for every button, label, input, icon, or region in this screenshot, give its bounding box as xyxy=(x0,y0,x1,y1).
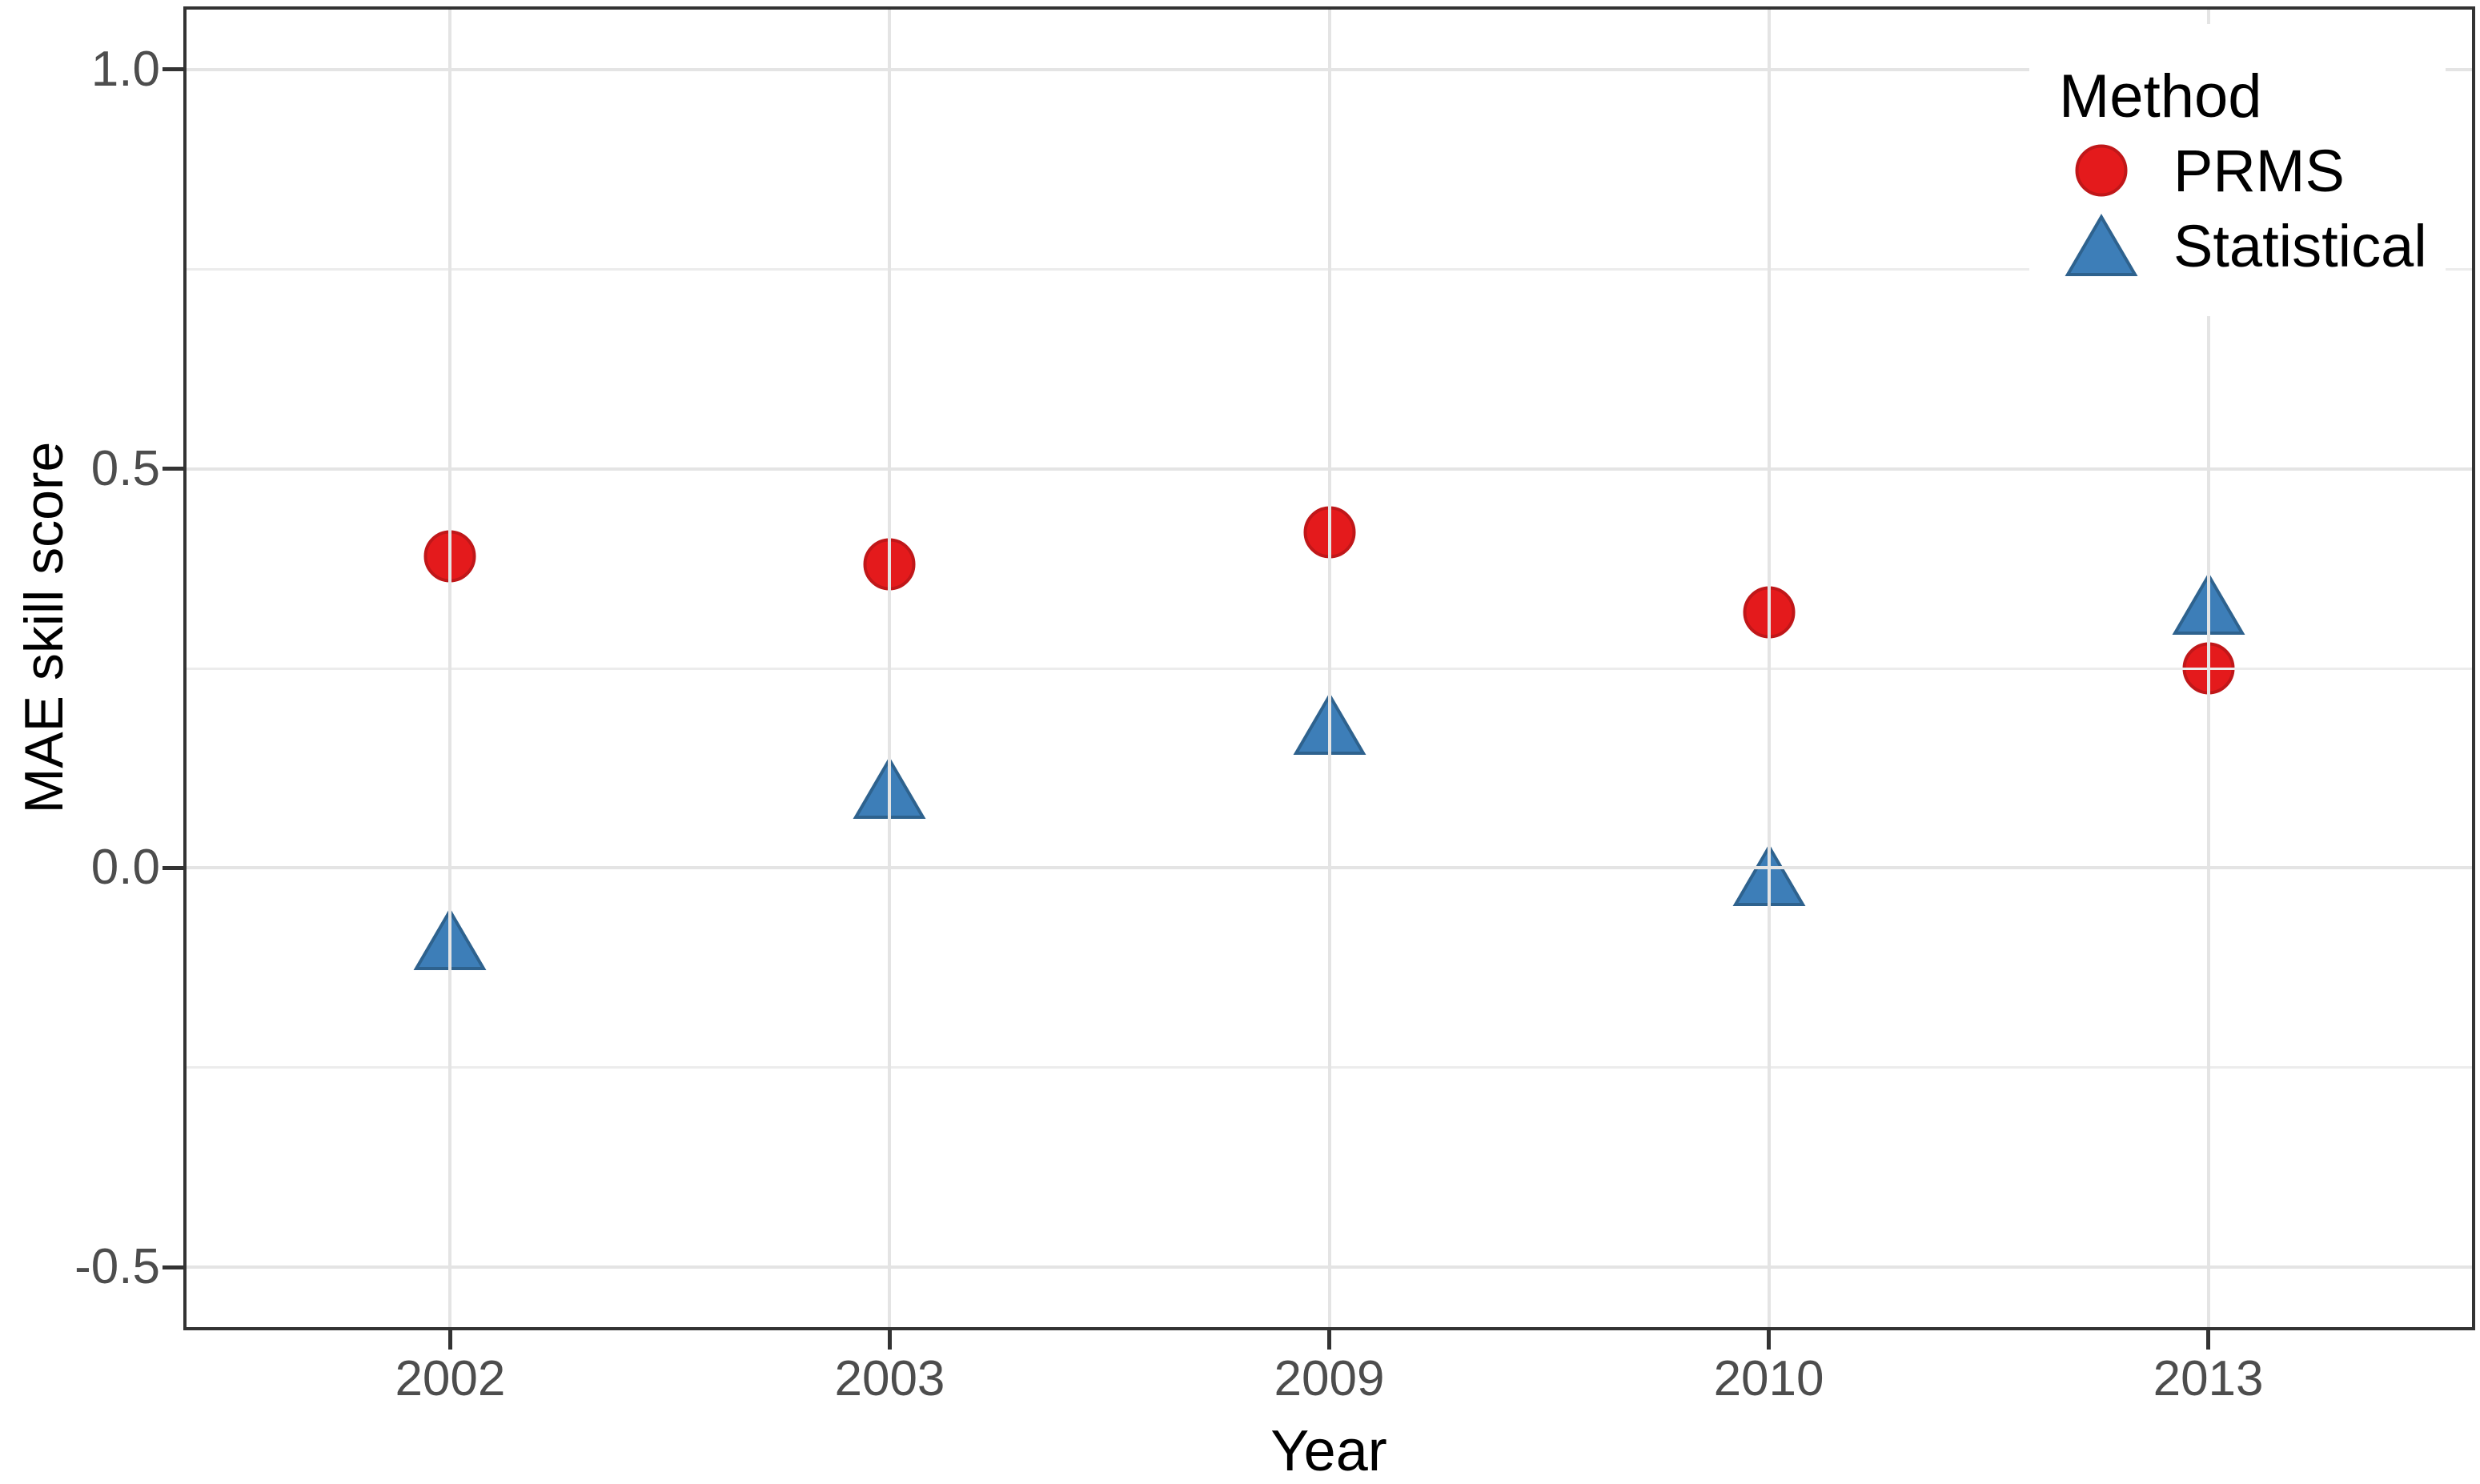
gridline-x-major xyxy=(888,10,892,1327)
y-tick-label: 0.5 xyxy=(90,440,160,496)
x-tick-label: 2010 xyxy=(1713,1351,1824,1406)
x-tick-mark xyxy=(1327,1327,1331,1350)
legend: Method PRMS Statistical xyxy=(2029,24,2446,316)
gridline-x-major xyxy=(1327,10,1331,1327)
legend-marker-triangle-icon xyxy=(2065,214,2138,276)
x-tick-label: 2002 xyxy=(395,1351,506,1406)
y-tick-label: -0.5 xyxy=(74,1239,160,1295)
legend-item-label: Statistical xyxy=(2173,213,2427,279)
gridline-x-major xyxy=(2206,10,2210,1327)
y-tick-mark xyxy=(163,67,187,72)
y-tick-label: 1.0 xyxy=(90,41,160,97)
y-tick-mark xyxy=(163,467,187,471)
x-tick-label: 2009 xyxy=(1274,1351,1385,1406)
x-tick-mark xyxy=(887,1327,892,1350)
x-tick-label: 2003 xyxy=(834,1351,945,1406)
x-tick-label: 2013 xyxy=(2153,1351,2264,1406)
y-tick-label: 0.0 xyxy=(90,840,160,896)
y-tick-mark xyxy=(163,865,187,870)
legend-marker-circle-icon xyxy=(2075,144,2128,197)
x-tick-mark xyxy=(1767,1327,1772,1350)
legend-item-label: PRMS xyxy=(2173,138,2345,204)
x-axis-title: Year xyxy=(1270,1419,1387,1483)
gridline-x-major xyxy=(1767,10,1771,1327)
legend-title: Method xyxy=(2059,62,2262,130)
x-tick-mark xyxy=(2206,1327,2211,1350)
gridline-x-major xyxy=(448,10,452,1327)
y-axis-title: MAE skill score xyxy=(14,441,74,814)
x-tick-mark xyxy=(447,1327,452,1350)
y-tick-mark xyxy=(163,1265,187,1269)
